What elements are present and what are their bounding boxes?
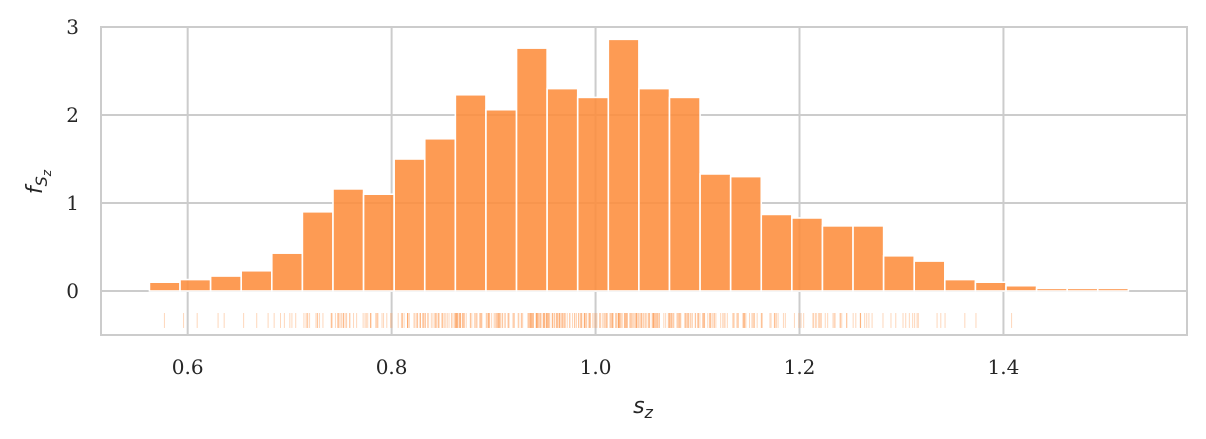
histogram-bar	[913, 260, 946, 292]
histogram-bar	[393, 158, 426, 292]
histogram-bar	[301, 211, 334, 292]
y-axis-label: fSz	[23, 169, 54, 194]
histogram-bar	[760, 213, 793, 292]
axis-label-part: S	[32, 176, 51, 186]
rug-marks	[163, 313, 1013, 328]
histogram-bar	[546, 87, 579, 292]
histogram-bar	[454, 93, 487, 292]
x-tick-label: 1.0	[580, 355, 612, 379]
histogram-bar	[944, 278, 977, 292]
histogram-bar	[668, 96, 701, 292]
histogram-bar	[148, 281, 181, 292]
x-tick-label: 1.4	[988, 355, 1020, 379]
histogram-bar	[1066, 287, 1099, 292]
histogram-bar	[515, 47, 548, 292]
axis-label-part: z	[644, 403, 654, 422]
histogram-bar	[882, 255, 916, 292]
histogram-bar	[699, 173, 732, 292]
histogram-bar	[607, 38, 640, 292]
y-tick-label: 1	[66, 191, 79, 215]
y-tick-label: 0	[66, 279, 79, 303]
y-tick-labels: 0 1 2 3	[66, 15, 79, 303]
histogram-bar	[179, 278, 212, 292]
histogram-bar	[974, 281, 1007, 292]
histogram-bar	[821, 225, 854, 292]
axis-label-part: s	[633, 394, 644, 419]
histogram-bar	[638, 87, 671, 292]
y-tick-label: 2	[66, 103, 79, 127]
histogram-bar	[1005, 284, 1038, 292]
histogram-bar	[423, 137, 457, 292]
axis-label-part: f	[23, 183, 48, 194]
histogram-bar	[332, 188, 365, 292]
histogram-bar	[576, 96, 610, 292]
histogram-bar	[362, 193, 395, 292]
plot-frame	[100, 26, 1188, 336]
histogram-bar	[729, 175, 763, 292]
histogram-bar	[852, 225, 885, 292]
histogram-bar	[791, 217, 824, 292]
x-tick-labels: 0.6 0.8 1.0 1.2 1.4	[172, 355, 1020, 379]
x-axis-label: sz	[633, 394, 653, 422]
histogram-bar	[209, 275, 243, 292]
histogram-bar	[1035, 287, 1068, 292]
histogram-bars	[148, 38, 1130, 292]
histogram-bar	[485, 108, 518, 292]
x-tick-label: 0.8	[376, 355, 408, 379]
histogram-bar	[240, 269, 273, 292]
x-tick-label: 0.6	[172, 355, 204, 379]
y-tick-label: 3	[66, 15, 79, 39]
histogram-bar	[271, 252, 304, 292]
x-tick-label: 1.2	[784, 355, 816, 379]
axis-label-part: z	[40, 169, 54, 177]
histogram-bar	[1096, 287, 1130, 292]
